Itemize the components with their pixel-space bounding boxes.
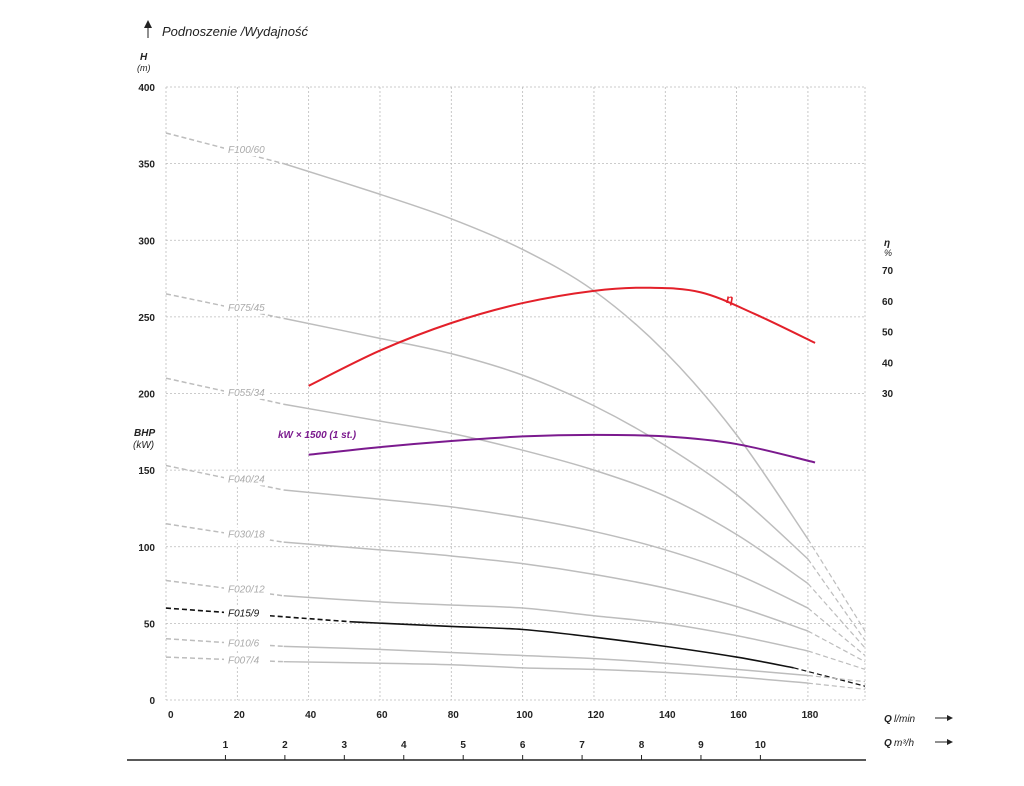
curve-label: F030/18 [228,529,265,540]
curve-label-backing [224,653,270,667]
x-lmin-tick-label: 40 [305,710,317,721]
axis-labels: Podnoszenie /Wydajność H (m) BHP (kW) η … [127,20,953,761]
x-lmin-tick-label: 180 [802,710,819,721]
x-lmin-tick-label: 120 [588,710,605,721]
x-m3h-tick-label: 9 [698,740,704,751]
curve-solid [283,403,809,585]
bhp-axis-unit: (kW) [133,440,154,451]
curve-dash-end [793,667,866,687]
curve-solid [283,660,809,684]
x-lmin-tick-label: 140 [659,710,676,721]
x-axis-m3h-arrowhead-icon [947,739,953,745]
x-lmin-tick-label: 100 [516,710,533,721]
x-axis-m3h-unit: m³/h [894,738,914,749]
curve-solid [283,541,809,632]
power-curve-label: kW × 1500 (1 st.) [278,430,357,441]
y-tick-label: 100 [138,543,155,554]
curve-label: F010/6 [228,639,260,650]
x-m3h-tick-label: 5 [460,740,466,751]
curve-label-backing [224,143,270,157]
x-lmin-tick-label: 60 [376,710,388,721]
curve-label: F020/12 [228,585,265,596]
x-m3h-tick-label: 3 [342,740,348,751]
x-m3h-tick-label: 1 [223,740,229,751]
curve-label: F100/60 [228,145,265,156]
y-tick-label: 350 [138,160,155,171]
curve-dash-end [807,682,866,690]
curve-label-backing [224,385,270,399]
eff-tick-label: 30 [882,389,894,400]
curve-solid [283,595,809,652]
curve-dash-end [807,607,866,657]
curve-label: F075/45 [228,303,265,314]
curve-label-backing [224,527,270,541]
x-axis-lmin-unit: l/min [894,714,916,725]
x-lmin-tick-label: 80 [448,710,460,721]
eff-tick-label: 60 [882,297,894,308]
curve-solid [283,162,809,540]
x-axis-m3h-label: Q [884,738,892,749]
curve-label-backing [224,472,270,486]
x-m3h-tick-label: 6 [520,740,526,751]
curve-label-backing [224,582,270,596]
curve-dash-end [807,630,866,663]
curve-solid [351,621,794,669]
curve-label-backing [224,300,270,314]
efficiency-curve-label: η [726,292,733,306]
eff-tick-label: 40 [882,358,894,369]
power-curve [308,433,816,464]
x-axis-lmin-arrowhead-icon [947,715,953,721]
grid [165,86,866,701]
y-tick-label: 300 [138,236,155,247]
efficiency-curve [308,286,816,387]
eff-tick-label: 50 [882,328,894,339]
curve-dash-end [807,558,866,641]
curve-label-backing [224,606,270,620]
curve-label: F040/24 [228,474,265,485]
y-axis-unit: (m) [137,63,151,73]
curve-dash-end [807,583,866,649]
x-axis-lmin-label: Q [884,714,892,725]
y-tick-label: 200 [138,390,155,401]
bhp-axis-label: BHP [134,428,155,439]
y-axis-label: H [140,52,148,63]
chart-title: Podnoszenie /Wydajność [162,24,308,39]
curve-solid [283,489,809,609]
x-m3h-tick-label: 4 [401,740,407,751]
x-m3h-tick-label: 7 [579,740,585,751]
curve-label: F015/9 [228,609,260,620]
y-tick-label: 0 [149,696,155,707]
pump-curves: F100/60 F075/45 F055/34 F040/24 F030/18 F020/… [165,132,866,690]
x-lmin-tick-label: 160 [730,710,747,721]
x-m3h-tick-label: 2 [282,740,288,751]
curve-dash-end [807,650,866,670]
y-tick-label: 50 [144,619,156,630]
eff-tick-label: 70 [882,266,894,277]
y-tick-label: 250 [138,313,155,324]
x-m3h-tick-label: 8 [639,740,645,751]
x-lmin-tick-label: 0 [168,710,174,721]
curve-label: F007/4 [228,656,260,667]
curve-solid [283,645,809,677]
curve-dash-end [807,674,866,683]
title-arrowhead-icon [144,20,152,28]
curve-label: F055/34 [228,388,265,399]
eff-axis-unit: % [884,248,892,258]
eff-axis-label: η [884,238,890,249]
x-lmin-tick-label: 20 [234,710,246,721]
x-m3h-tick-label: 10 [755,740,767,751]
y-tick-label: 400 [138,83,155,94]
curve-label-backing [224,636,270,650]
curve-dash-end [807,538,866,632]
curve-solid [283,317,809,560]
y-tick-label: 150 [138,466,155,477]
